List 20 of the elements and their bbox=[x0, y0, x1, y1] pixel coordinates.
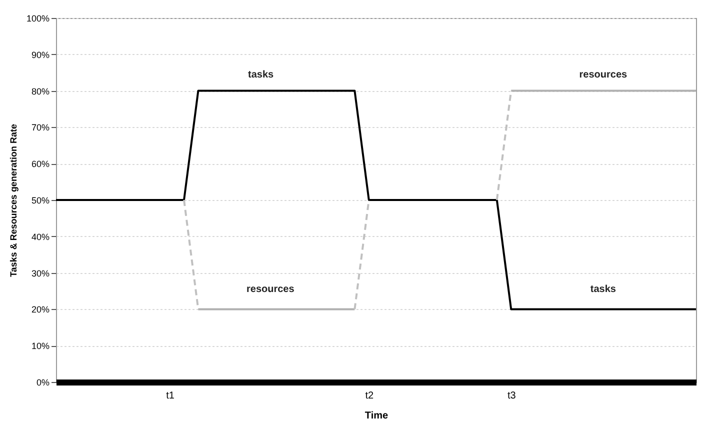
y-tick-label: 0% bbox=[36, 378, 50, 388]
y-tick-label: 100% bbox=[26, 14, 50, 24]
x-tick-label: t1 bbox=[166, 390, 175, 402]
y-tick-label: 50% bbox=[31, 196, 50, 206]
y-tick-label: 10% bbox=[31, 341, 50, 352]
annotation: tasks bbox=[248, 69, 274, 80]
x-tick-label: t2 bbox=[365, 390, 374, 402]
x-tick-label: t3 bbox=[507, 390, 516, 402]
y-tick-label: 70% bbox=[31, 122, 50, 133]
y-tick-label: 80% bbox=[31, 86, 50, 96]
y-tick-label: 20% bbox=[31, 304, 50, 315]
y-axis-title: Tasks & Resources generation Rate bbox=[8, 124, 18, 277]
y-tick-label: 60% bbox=[31, 159, 50, 170]
y-tick-label: 90% bbox=[31, 50, 50, 60]
x-axis-title: Time bbox=[364, 410, 389, 422]
annotation: resources bbox=[246, 284, 295, 296]
y-tick-label: 40% bbox=[31, 232, 50, 242]
y-tick-label: 30% bbox=[31, 268, 50, 278]
annotation: tasks bbox=[590, 284, 616, 296]
annotation: resources bbox=[579, 69, 628, 80]
